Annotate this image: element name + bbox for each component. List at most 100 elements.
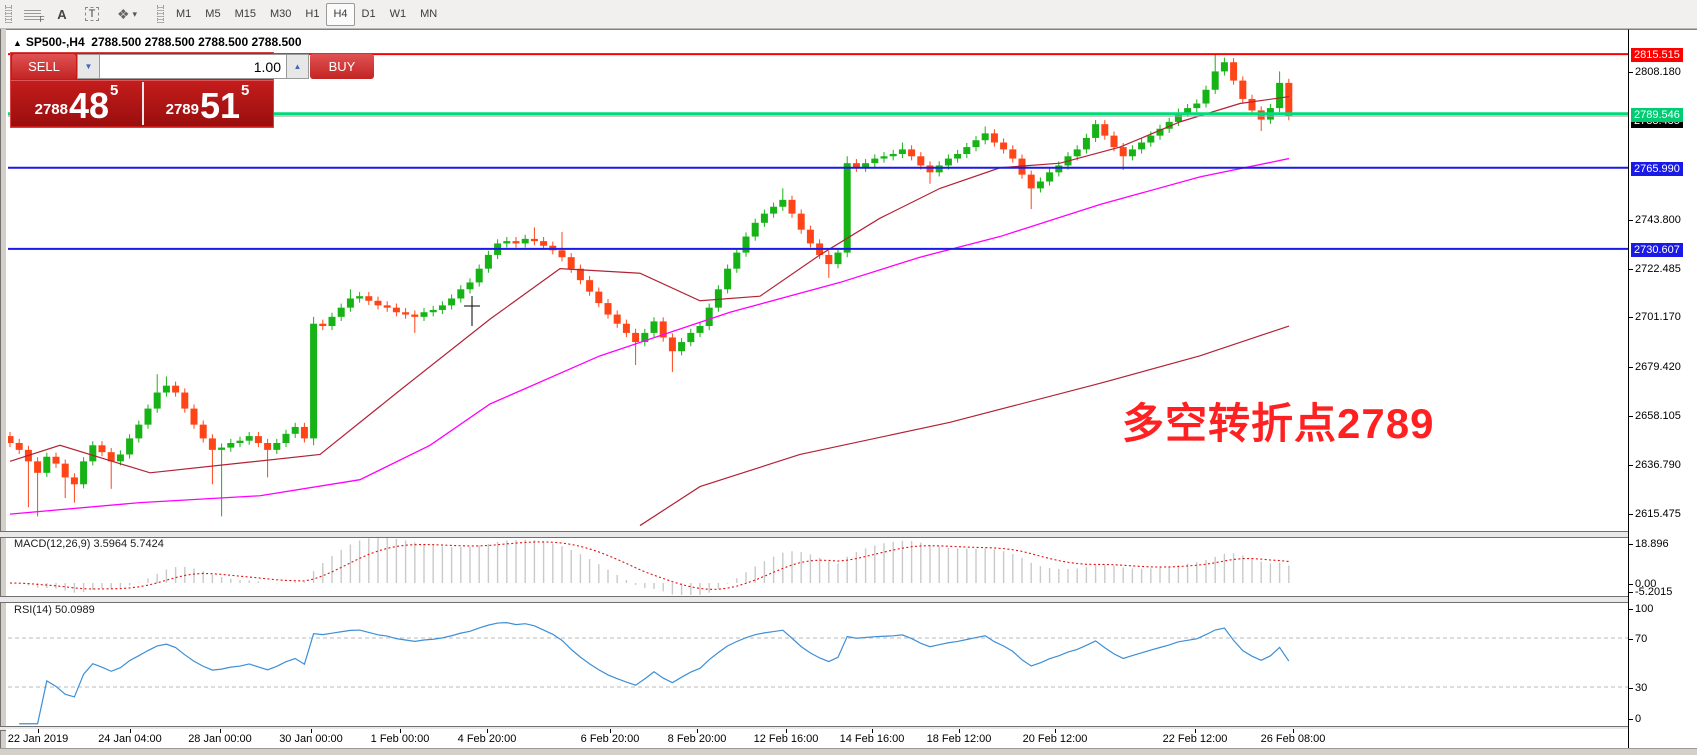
axis-tick	[1629, 219, 1633, 221]
pane-separator[interactable]	[0, 531, 1697, 538]
rsi-axis-label: 70	[1635, 633, 1648, 645]
macd-indicator-label: MACD(12,26,9) 3.5964 5.7424	[14, 538, 164, 550]
axis-tick	[1629, 317, 1633, 319]
time-axis-label: 14 Feb 16:00	[839, 733, 905, 745]
time-axis-label: 20 Feb 12:00	[1022, 733, 1088, 745]
arrow-tool-button[interactable]: A	[48, 2, 76, 26]
time-axis-label: 4 Feb 20:00	[457, 733, 517, 745]
arrow-icon: A	[57, 6, 67, 22]
trade-panel-controls: SELL ▼ ▲ BUY	[11, 53, 374, 80]
buy-button[interactable]: BUY	[310, 54, 374, 79]
window-bottom-edge	[0, 748, 1697, 755]
sell-price-small: 2788	[34, 101, 68, 118]
axis-tick	[1629, 367, 1633, 369]
time-axis-label: 30 Jan 00:00	[279, 733, 343, 745]
rsi-axis-label: 0	[1635, 713, 1642, 725]
toolbar-drag-handle-2[interactable]	[157, 5, 164, 23]
rsi-pane	[6, 601, 1628, 726]
symbol-period-label: SP500-,H4	[25, 35, 85, 49]
timeframe-button-M1[interactable]: M1	[176, 8, 192, 20]
rsi-axis-label: 30	[1635, 682, 1648, 694]
level-price-label[interactable]: 2815.515	[1631, 48, 1683, 63]
axis-tick	[1629, 609, 1633, 610]
text-tool-button[interactable]: T	[78, 2, 106, 26]
axis-tick	[1629, 416, 1633, 418]
sell-price[interactable]: 2788 48 5	[11, 81, 142, 126]
time-tick	[38, 729, 39, 733]
chart-shift-button[interactable]: F	[18, 2, 46, 26]
axis-tick	[1629, 639, 1633, 640]
axis-tick	[1629, 719, 1633, 720]
pane-separator[interactable]	[0, 596, 1697, 603]
timeframe-button-H1[interactable]: H1	[305, 8, 320, 20]
sell-price-sup: 5	[110, 82, 119, 99]
time-axis-label: 24 Jan 04:00	[98, 733, 162, 745]
chart-shift-icon: F	[23, 8, 45, 24]
volume-decrease-button[interactable]: ▼	[77, 54, 100, 79]
rsi-canvas[interactable]	[8, 601, 1628, 726]
axis-tick	[1629, 544, 1633, 545]
time-axis-label: 22 Jan 2019	[7, 733, 69, 745]
timeframe-bar: M1 M5 M15 M30 H1 H4 D1 W1 MN	[169, 2, 444, 26]
trade-panel-prices: 2788 48 5 2789 51 5	[11, 80, 273, 126]
macd-axis-label: 0.00	[1635, 578, 1657, 590]
timeframe-button-M5[interactable]: M5	[205, 8, 221, 20]
time-axis-label: 8 Feb 20:00	[667, 733, 727, 745]
price-tick-label: 2658.105	[1635, 410, 1681, 423]
rsi-axis-label: 100	[1635, 603, 1654, 615]
time-tick	[697, 729, 698, 733]
price-tick-label: 2701.170	[1635, 311, 1681, 324]
time-tick	[610, 729, 611, 733]
timeframe-button-MN[interactable]: MN	[420, 8, 438, 20]
chart-symbol-title: ▲ SP500-,H4 2788.500 2788.500 2788.500 27…	[13, 35, 302, 49]
time-tick	[130, 729, 131, 733]
time-tick	[959, 729, 960, 733]
top-toolbar: F A T ❖ ▾ M1 M5 M15 M30 H1 H4 D1 W1 MN	[0, 0, 1697, 29]
price-tick-label: 2722.485	[1635, 262, 1681, 275]
time-axis-label: 18 Feb 12:00	[926, 733, 992, 745]
price-tick-label: 2615.475	[1635, 508, 1681, 520]
time-tick	[786, 729, 787, 733]
axis-tick	[1629, 592, 1633, 593]
level-price-label[interactable]: 2730.607	[1631, 242, 1683, 257]
collapse-arrow-icon: ▲	[13, 38, 22, 48]
timeframe-button-M15[interactable]: M15	[234, 8, 256, 20]
main-chart-canvas[interactable]	[8, 31, 1628, 531]
level-price-label[interactable]: 2789.546	[1631, 107, 1683, 122]
time-axis-label: 12 Feb 16:00	[753, 733, 819, 745]
timeframe-button-M30[interactable]: M30	[269, 8, 292, 20]
volume-stepper: ▼ ▲	[77, 54, 309, 79]
buy-price[interactable]: 2789 51 5	[142, 81, 273, 126]
macd-axis-label: 18.896	[1635, 538, 1669, 550]
price-axis[interactable]: 2808.180 2743.800 2722.485 2701.170 2679.420…	[1628, 29, 1697, 749]
timeframe-button-W1[interactable]: W1	[389, 8, 407, 20]
macd-pane	[6, 536, 1628, 596]
price-tick-label: 2808.180	[1635, 66, 1681, 78]
axis-tick	[1629, 688, 1633, 689]
axis-tick	[1629, 268, 1633, 270]
axis-tick	[1629, 72, 1633, 73]
timeframe-button-D1[interactable]: D1	[361, 8, 376, 20]
time-axis[interactable]: 22 Jan 2019 24 Jan 04:00 28 Jan 00:00 30 Ja…	[6, 729, 1697, 748]
sell-price-big: 48	[68, 85, 110, 127]
timeframe-button-H4[interactable]: H4	[326, 2, 355, 26]
time-tick	[311, 729, 312, 733]
volume-increase-button[interactable]: ▲	[286, 54, 309, 79]
time-axis-label: 26 Feb 08:00	[1260, 733, 1326, 745]
indicators-button[interactable]: ❖ ▾	[108, 2, 146, 26]
axis-tick	[1629, 514, 1633, 515]
time-axis-label: 6 Feb 20:00	[580, 733, 640, 745]
level-price-label[interactable]: 2765.990	[1631, 161, 1683, 176]
rsi-indicator-label: RSI(14) 50.0989	[14, 604, 95, 616]
toolbar-drag-handle[interactable]	[5, 5, 12, 23]
sell-button[interactable]: SELL	[12, 54, 76, 79]
macd-canvas[interactable]	[8, 536, 1628, 596]
buy-price-small: 2789	[165, 101, 199, 118]
one-click-trading-panel: SELL ▼ ▲ BUY 2788 48 5 2789 51 5	[10, 52, 374, 128]
time-tick	[1195, 729, 1196, 733]
volume-input[interactable]	[100, 54, 286, 79]
axis-tick	[1629, 584, 1633, 585]
buy-price-big: 51	[199, 85, 241, 127]
time-tick	[1055, 729, 1056, 733]
